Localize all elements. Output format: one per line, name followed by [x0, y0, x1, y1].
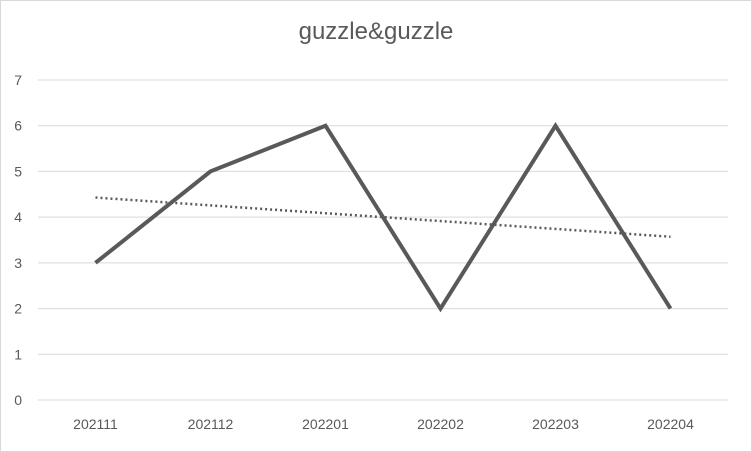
- series-line: [94, 121, 673, 313]
- y-tick-label: 6: [14, 118, 22, 134]
- x-tick-label: 202203: [532, 416, 579, 432]
- y-tick-label: 7: [14, 72, 22, 88]
- y-tick-label: 3: [14, 255, 22, 271]
- y-tick-label: 4: [14, 209, 22, 225]
- trendline: [95, 196, 671, 238]
- x-tick-label: 202202: [417, 416, 464, 432]
- gridlines: [38, 79, 728, 401]
- y-axis-labels: 0 1 2 3 4 5 6 7: [14, 72, 22, 408]
- y-tick-label: 2: [14, 301, 22, 317]
- x-tick-label: 202201: [302, 416, 349, 432]
- x-tick-label: 202111: [73, 416, 118, 432]
- x-tick-label: 202112: [188, 416, 234, 432]
- series-group: [94, 121, 673, 313]
- chart-title: guzzle&guzzle: [298, 18, 454, 45]
- y-tick-label: 0: [14, 392, 22, 408]
- y-tick-label: 5: [14, 163, 22, 179]
- x-tick-label: 202204: [647, 416, 694, 432]
- y-tick-label: 1: [14, 346, 22, 362]
- trendline-group: [95, 196, 671, 238]
- x-axis-labels: 202111 202112 202201 202202 202203 202204: [73, 416, 694, 432]
